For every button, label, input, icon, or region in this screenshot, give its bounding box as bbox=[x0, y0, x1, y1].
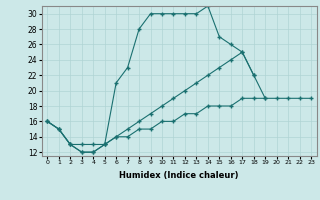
X-axis label: Humidex (Indice chaleur): Humidex (Indice chaleur) bbox=[119, 171, 239, 180]
